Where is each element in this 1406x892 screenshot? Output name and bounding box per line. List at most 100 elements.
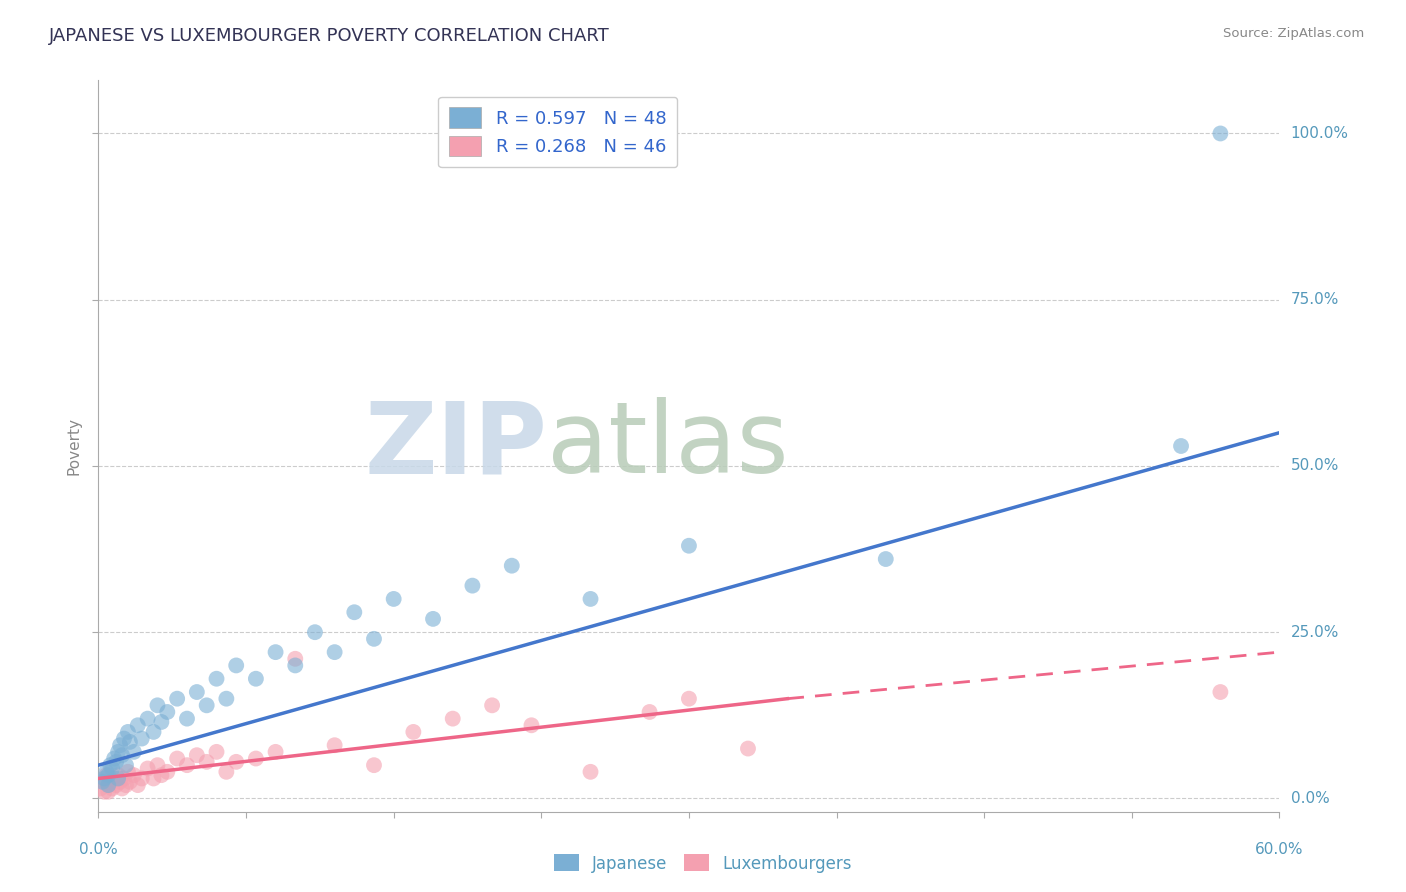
Point <box>737 741 759 756</box>
Point <box>146 698 169 713</box>
Point <box>112 731 135 746</box>
Point <box>638 705 661 719</box>
Point <box>284 658 307 673</box>
Point <box>156 764 179 779</box>
Point <box>176 712 198 726</box>
Point <box>186 685 208 699</box>
Point <box>186 748 208 763</box>
Point <box>205 745 228 759</box>
Point <box>112 772 135 786</box>
Point <box>91 774 114 789</box>
Point <box>1209 127 1232 141</box>
Point <box>97 778 120 792</box>
Point <box>115 758 138 772</box>
Point <box>89 781 111 796</box>
Point <box>215 764 238 779</box>
Point <box>382 591 405 606</box>
Point <box>1209 685 1232 699</box>
Point <box>97 785 120 799</box>
Point <box>284 652 307 666</box>
Point <box>304 625 326 640</box>
Point <box>215 691 238 706</box>
Text: 75.0%: 75.0% <box>1291 293 1339 307</box>
Point <box>111 781 134 796</box>
Point <box>146 758 169 772</box>
Point <box>166 751 188 765</box>
Point <box>98 758 121 772</box>
Point <box>107 768 129 782</box>
Point <box>115 778 138 792</box>
Point <box>142 772 165 786</box>
Text: 100.0%: 100.0% <box>1291 126 1348 141</box>
Point <box>98 774 121 789</box>
Point <box>678 539 700 553</box>
Point <box>118 774 141 789</box>
Point <box>195 755 218 769</box>
Point <box>166 691 188 706</box>
Point <box>875 552 897 566</box>
Point <box>91 774 114 789</box>
Point <box>422 612 444 626</box>
Point <box>96 768 118 782</box>
Text: 50.0%: 50.0% <box>1291 458 1339 474</box>
Point <box>97 778 120 792</box>
Legend: R = 0.597   N = 48, R = 0.268   N = 46: R = 0.597 N = 48, R = 0.268 N = 46 <box>439 96 678 167</box>
Point <box>127 718 149 732</box>
Point <box>93 772 115 786</box>
Point <box>520 718 543 732</box>
Point <box>122 768 145 782</box>
Point <box>103 772 125 786</box>
Point <box>105 755 128 769</box>
Point <box>245 672 267 686</box>
Point <box>117 764 139 779</box>
Point <box>579 591 602 606</box>
Point <box>225 755 247 769</box>
Point <box>101 762 124 776</box>
Point <box>108 774 131 789</box>
Y-axis label: Poverty: Poverty <box>66 417 82 475</box>
Point <box>363 632 385 646</box>
Point <box>481 698 503 713</box>
Point <box>93 785 115 799</box>
Text: Source: ZipAtlas.com: Source: ZipAtlas.com <box>1223 27 1364 40</box>
Point <box>122 745 145 759</box>
Legend: Japanese, Luxembourgers: Japanese, Luxembourgers <box>547 847 859 880</box>
Point <box>678 691 700 706</box>
Point <box>195 698 218 713</box>
Point <box>501 558 523 573</box>
Point <box>579 764 602 779</box>
Point <box>118 735 141 749</box>
Point <box>131 772 153 786</box>
Point <box>136 762 159 776</box>
Point <box>136 712 159 726</box>
Point <box>96 764 118 779</box>
Text: 0.0%: 0.0% <box>79 842 118 857</box>
Point <box>107 772 129 786</box>
Point <box>156 705 179 719</box>
Point <box>1170 439 1192 453</box>
Text: atlas: atlas <box>547 398 789 494</box>
Point <box>108 738 131 752</box>
Text: 0.0%: 0.0% <box>1291 791 1329 805</box>
Point <box>363 758 385 772</box>
Point <box>103 751 125 765</box>
Point <box>105 778 128 792</box>
Point <box>131 731 153 746</box>
Point <box>323 645 346 659</box>
Text: JAPANESE VS LUXEMBOURGER POVERTY CORRELATION CHART: JAPANESE VS LUXEMBOURGER POVERTY CORRELA… <box>49 27 610 45</box>
Point <box>323 738 346 752</box>
Point <box>176 758 198 772</box>
Point <box>264 645 287 659</box>
Text: 25.0%: 25.0% <box>1291 624 1339 640</box>
Point <box>150 714 173 729</box>
Point <box>245 751 267 765</box>
Point <box>441 712 464 726</box>
Text: ZIP: ZIP <box>364 398 547 494</box>
Point <box>117 725 139 739</box>
Point <box>111 748 134 763</box>
Point <box>127 778 149 792</box>
Point <box>150 768 173 782</box>
Point <box>225 658 247 673</box>
Point <box>97 768 120 782</box>
Point <box>461 579 484 593</box>
